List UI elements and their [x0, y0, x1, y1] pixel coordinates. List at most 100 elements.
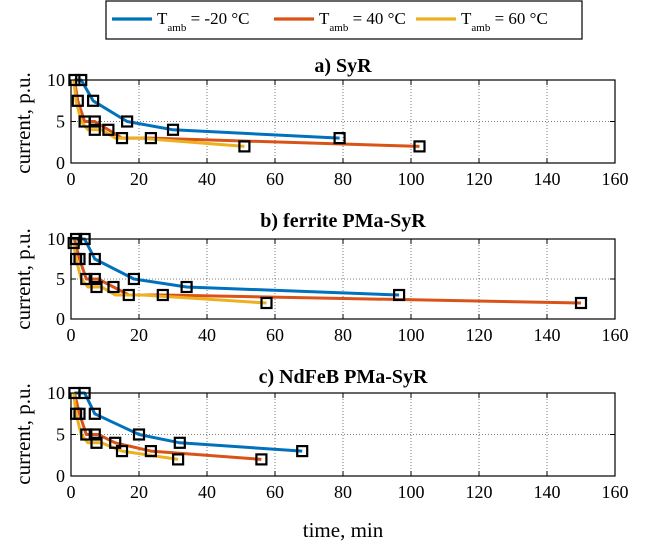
- marker-point: [88, 407, 101, 420]
- legend: Tamb = -20 °C Tamb = 40 °C Tamb = 60 °C: [105, 0, 583, 40]
- marker-point: [127, 272, 140, 286]
- marker-point: [260, 296, 273, 310]
- legend-label-3-sub: amb: [471, 22, 490, 34]
- marker-point: [88, 115, 101, 128]
- y-tick-label: 0: [56, 153, 65, 173]
- marker-point: [574, 296, 588, 310]
- series-line-3: [72, 392, 179, 461]
- panel-title-1: a) SyR: [314, 55, 372, 77]
- series-line-3: [72, 242, 267, 305]
- marker-point: [86, 94, 100, 107]
- x-tick-label: 160: [602, 482, 629, 502]
- panel-2: 0 20 40 60 80 100 120 140 160 0 5 10 b) ferrite PMa-…: [11, 210, 629, 345]
- y-axis-label-1: current, p.u.: [11, 72, 35, 173]
- marker-point: [109, 436, 122, 449]
- legend-label-2-rest: = 40 °C: [348, 9, 405, 28]
- marker-point: [132, 428, 146, 441]
- x-tick-label: 0: [67, 325, 76, 345]
- x-tick-label: 60: [266, 482, 284, 502]
- marker-point: [80, 428, 93, 441]
- marker-point: [88, 123, 101, 136]
- x-tick-label: 80: [334, 325, 352, 345]
- x-tick-label: 0: [67, 169, 76, 189]
- marker-point: [90, 436, 103, 449]
- y-tick-label: 0: [56, 466, 65, 486]
- x-axis-label: time, min: [303, 518, 384, 542]
- x-tick-label: 140: [534, 482, 561, 502]
- x-tick-label: 120: [466, 482, 493, 502]
- x-tick-label: 120: [466, 169, 493, 189]
- x-tick-label: 40: [198, 482, 216, 502]
- x-tick-label: 100: [398, 169, 425, 189]
- marker-point: [88, 272, 101, 286]
- y-axis-label-3: current, p.u.: [11, 383, 35, 484]
- legend-label-2-main: T: [319, 9, 330, 28]
- x-tick-label: 20: [130, 169, 148, 189]
- series-line-2: [72, 392, 262, 461]
- x-tick-label: 160: [602, 325, 629, 345]
- marker-point: [80, 272, 93, 286]
- legend-label-1-rest: = -20 °C: [186, 9, 249, 28]
- legend-label-2: Tamb = 40 °C: [319, 9, 406, 34]
- legend-label-1-main: T: [157, 9, 168, 28]
- legend-label-2-sub: amb: [329, 22, 348, 34]
- panel-title-3: c) NdFeB PMa-SyR: [259, 366, 428, 388]
- marker-point: [173, 436, 186, 449]
- y-tick-label: 5: [56, 112, 65, 132]
- x-tick-label: 40: [198, 325, 216, 345]
- marker-point: [144, 132, 157, 145]
- marker-point: [156, 288, 169, 302]
- panel-3: 0 20 40 60 80 100 120 140 160 0 5 10 c) NdFeB PMa-Sy…: [11, 366, 629, 502]
- x-tick-label: 80: [334, 169, 352, 189]
- marker-point: [296, 445, 309, 458]
- marker-point: [255, 453, 268, 466]
- legend-label-3-rest: = 60 °C: [490, 9, 547, 28]
- marker-point: [122, 288, 135, 302]
- marker-point: [144, 445, 157, 458]
- x-tick-label: 20: [130, 325, 148, 345]
- x-tick-label: 80: [334, 482, 352, 502]
- marker-point: [413, 140, 426, 153]
- panel-title-2: b) ferrite PMa-SyR: [260, 210, 426, 232]
- legend-label-3: Tamb = 60 °C: [461, 9, 548, 34]
- x-tick-label: 100: [398, 325, 425, 345]
- marker-point: [90, 280, 103, 294]
- x-tick-label: 100: [398, 482, 425, 502]
- legend-label-1-sub: amb: [167, 22, 186, 34]
- legend-box: [105, 0, 583, 40]
- marker-point: [115, 132, 129, 145]
- x-tick-label: 160: [602, 169, 629, 189]
- x-tick-label: 140: [534, 325, 561, 345]
- marker-point: [102, 123, 115, 136]
- legend-label-3-main: T: [461, 9, 472, 28]
- marker-point: [172, 453, 185, 466]
- y-tick-label: 0: [56, 309, 65, 329]
- marker-point: [88, 252, 101, 266]
- marker-point: [73, 252, 86, 266]
- marker-point: [393, 288, 406, 302]
- marker-point: [333, 132, 346, 145]
- marker-point: [115, 445, 129, 458]
- series-line-3: [72, 79, 245, 148]
- x-tick-label: 20: [130, 482, 148, 502]
- y-axis-label-2: current, p.u.: [11, 228, 35, 329]
- panel-1: 0 20 40 60 80 100 120 140 160 0 5 10 a) SyR current, …: [11, 55, 629, 189]
- marker-point: [88, 428, 101, 441]
- x-tick-label: 40: [198, 169, 216, 189]
- marker-point: [166, 123, 180, 136]
- legend-label-1: Tamb = -20 °C: [157, 9, 249, 34]
- panels: 0 20 40 60 80 100 120 140 160 0 5 10 a) SyR current, …: [11, 55, 629, 502]
- x-tick-label: 60: [266, 325, 284, 345]
- marker-point: [238, 140, 251, 153]
- x-tick-label: 0: [67, 482, 76, 502]
- y-tick-label: 10: [47, 70, 65, 90]
- marker-point: [107, 280, 120, 294]
- marker-point: [180, 280, 193, 294]
- marker-point: [120, 115, 134, 128]
- y-tick-label: 5: [56, 269, 65, 289]
- x-tick-label: 60: [266, 169, 284, 189]
- marker-point: [73, 407, 86, 420]
- x-tick-label: 140: [534, 169, 561, 189]
- y-tick-label: 5: [56, 425, 65, 445]
